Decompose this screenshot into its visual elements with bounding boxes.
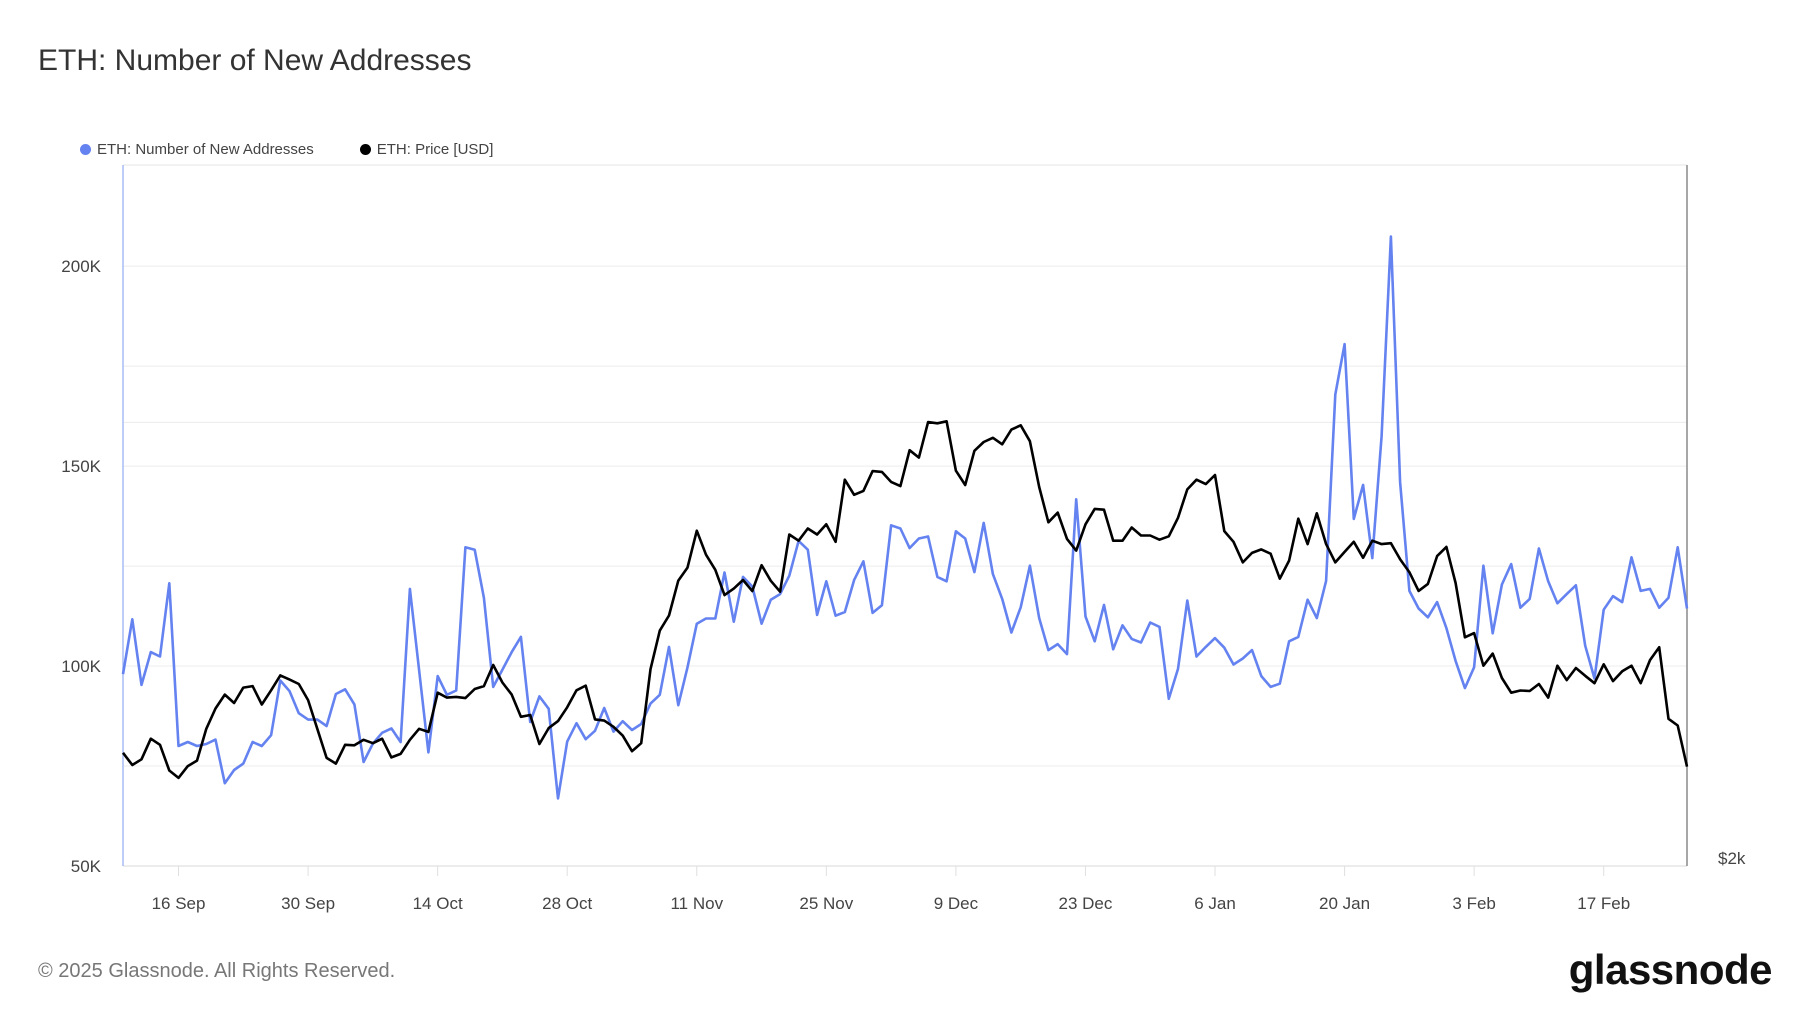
x-tick-label: 9 Dec — [934, 894, 979, 913]
series-line-new-addresses — [121, 235, 1689, 800]
x-tick-label: 3 Feb — [1452, 894, 1495, 913]
x-tick-label: 14 Oct — [413, 894, 463, 913]
copyright: © 2025 Glassnode. All Rights Reserved. — [38, 960, 396, 982]
series-line-price — [121, 419, 1689, 780]
y-left-tick-label: 50K — [71, 857, 102, 876]
y-left-tick-label: 200K — [61, 257, 101, 276]
legend: ETH: Number of New Addresses ETH: Price … — [80, 141, 493, 158]
x-tick-label: 28 Oct — [542, 894, 592, 913]
legend-dot-blue-icon — [80, 144, 91, 155]
x-tick-label: 23 Dec — [1059, 894, 1113, 913]
x-tick-label: 20 Jan — [1319, 894, 1370, 913]
glassnode-logo: glassnode — [1568, 946, 1773, 993]
x-tick-label: 16 Sep — [152, 894, 206, 913]
y-left-tick-label: 100K — [61, 657, 101, 676]
legend-dot-black-icon — [359, 144, 371, 155]
legend-label: ETH: Price [USD] — [376, 141, 494, 158]
x-tick-label: 6 Jan — [1194, 894, 1236, 913]
legend-item-price[interactable]: ETH: Price [USD] — [359, 141, 494, 158]
x-tick-label: 17 Feb — [1577, 894, 1630, 913]
y-right-tick-label: $2k — [1718, 849, 1746, 868]
y-left-tick-label: 150K — [61, 457, 101, 476]
x-tick-label: 11 Nov — [670, 894, 723, 913]
x-tick-label: 25 Nov — [799, 894, 853, 913]
x-tick-label: 30 Sep — [281, 894, 335, 913]
chart-title: ETH: Number of New Addresses — [38, 44, 472, 77]
legend-item-new-addresses[interactable]: ETH: Number of New Addresses — [80, 141, 314, 158]
legend-label: ETH: Number of New Addresses — [97, 141, 314, 158]
